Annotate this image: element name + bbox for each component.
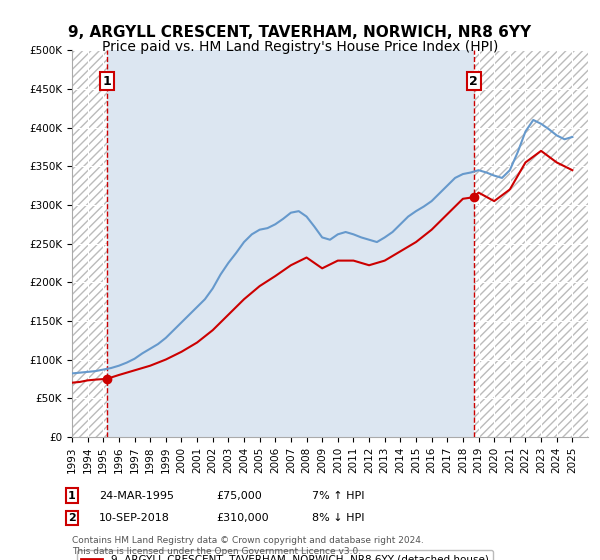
Text: £75,000: £75,000 [216,491,262,501]
Bar [72,50,107,437]
Text: 9, ARGYLL CRESCENT, TAVERHAM, NORWICH, NR8 6YY: 9, ARGYLL CRESCENT, TAVERHAM, NORWICH, N… [68,25,532,40]
Text: 10-SEP-2018: 10-SEP-2018 [99,513,170,523]
Legend: 9, ARGYLL CRESCENT, TAVERHAM, NORWICH, NR8 6YY (detached house), HPI: Average pr: 9, ARGYLL CRESCENT, TAVERHAM, NORWICH, N… [77,550,493,560]
Text: Price paid vs. HM Land Registry's House Price Index (HPI): Price paid vs. HM Land Registry's House … [102,40,498,54]
Text: 2: 2 [68,513,76,523]
Text: 1: 1 [68,491,76,501]
Text: 7% ↑ HPI: 7% ↑ HPI [312,491,365,501]
Text: Contains HM Land Registry data © Crown copyright and database right 2024.
This d: Contains HM Land Registry data © Crown c… [72,536,424,556]
Bar [473,50,588,437]
Text: 8% ↓ HPI: 8% ↓ HPI [312,513,365,523]
Text: 1: 1 [103,75,111,88]
Text: £310,000: £310,000 [216,513,269,523]
Text: 2: 2 [469,75,478,88]
Bar [107,50,473,437]
Text: 24-MAR-1995: 24-MAR-1995 [99,491,174,501]
